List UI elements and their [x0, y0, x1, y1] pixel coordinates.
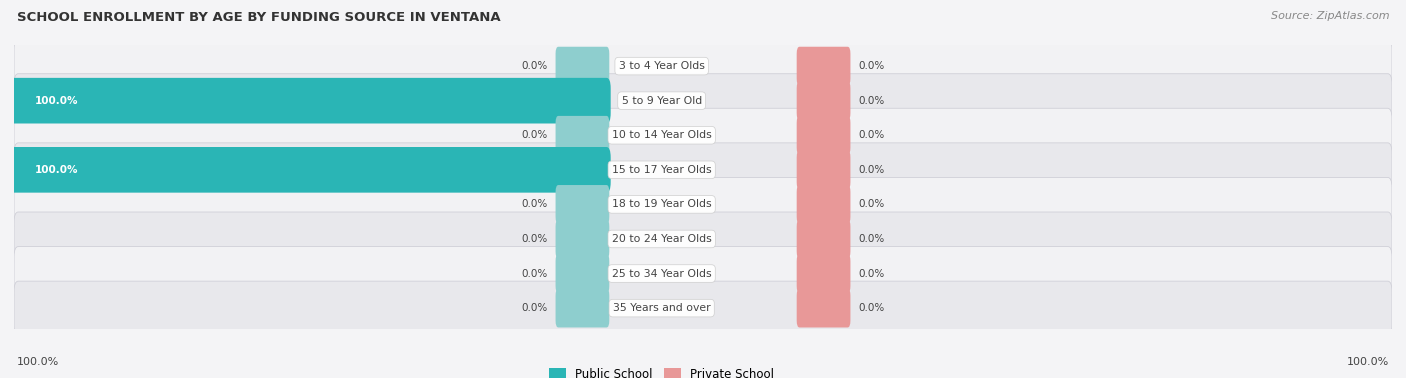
Text: 0.0%: 0.0% [859, 234, 884, 244]
FancyBboxPatch shape [14, 108, 1392, 162]
FancyBboxPatch shape [555, 116, 609, 155]
Text: 0.0%: 0.0% [859, 96, 884, 106]
FancyBboxPatch shape [14, 74, 1392, 128]
Text: 15 to 17 Year Olds: 15 to 17 Year Olds [612, 165, 711, 175]
Text: 0.0%: 0.0% [522, 200, 547, 209]
FancyBboxPatch shape [555, 47, 609, 85]
FancyBboxPatch shape [797, 116, 851, 155]
FancyBboxPatch shape [797, 220, 851, 258]
Text: 20 to 24 Year Olds: 20 to 24 Year Olds [612, 234, 711, 244]
Text: 0.0%: 0.0% [522, 130, 547, 140]
Text: 0.0%: 0.0% [522, 303, 547, 313]
FancyBboxPatch shape [10, 147, 610, 193]
FancyBboxPatch shape [14, 246, 1392, 301]
FancyBboxPatch shape [555, 289, 609, 327]
FancyBboxPatch shape [555, 220, 609, 258]
FancyBboxPatch shape [797, 289, 851, 327]
FancyBboxPatch shape [555, 185, 609, 224]
Text: 0.0%: 0.0% [522, 234, 547, 244]
Text: 100.0%: 100.0% [1347, 357, 1389, 367]
FancyBboxPatch shape [797, 185, 851, 224]
Text: 0.0%: 0.0% [522, 61, 547, 71]
FancyBboxPatch shape [14, 212, 1392, 266]
Text: 0.0%: 0.0% [859, 130, 884, 140]
FancyBboxPatch shape [14, 39, 1392, 93]
Text: Source: ZipAtlas.com: Source: ZipAtlas.com [1271, 11, 1389, 21]
Text: 35 Years and over: 35 Years and over [613, 303, 710, 313]
Text: 0.0%: 0.0% [859, 200, 884, 209]
FancyBboxPatch shape [797, 81, 851, 120]
FancyBboxPatch shape [14, 281, 1392, 335]
Text: 0.0%: 0.0% [859, 268, 884, 279]
Text: 100.0%: 100.0% [35, 96, 79, 106]
Legend: Public School, Private School: Public School, Private School [544, 363, 779, 378]
Text: 5 to 9 Year Old: 5 to 9 Year Old [621, 96, 702, 106]
Text: 0.0%: 0.0% [859, 303, 884, 313]
FancyBboxPatch shape [797, 254, 851, 293]
Text: 100.0%: 100.0% [17, 357, 59, 367]
Text: 25 to 34 Year Olds: 25 to 34 Year Olds [612, 268, 711, 279]
Text: SCHOOL ENROLLMENT BY AGE BY FUNDING SOURCE IN VENTANA: SCHOOL ENROLLMENT BY AGE BY FUNDING SOUR… [17, 11, 501, 24]
FancyBboxPatch shape [555, 254, 609, 293]
FancyBboxPatch shape [14, 143, 1392, 197]
Text: 0.0%: 0.0% [522, 268, 547, 279]
FancyBboxPatch shape [797, 47, 851, 85]
Text: 10 to 14 Year Olds: 10 to 14 Year Olds [612, 130, 711, 140]
Text: 3 to 4 Year Olds: 3 to 4 Year Olds [619, 61, 704, 71]
Text: 0.0%: 0.0% [859, 61, 884, 71]
FancyBboxPatch shape [14, 177, 1392, 231]
FancyBboxPatch shape [10, 78, 610, 124]
Text: 18 to 19 Year Olds: 18 to 19 Year Olds [612, 200, 711, 209]
Text: 100.0%: 100.0% [35, 165, 79, 175]
Text: 0.0%: 0.0% [859, 165, 884, 175]
FancyBboxPatch shape [797, 150, 851, 189]
